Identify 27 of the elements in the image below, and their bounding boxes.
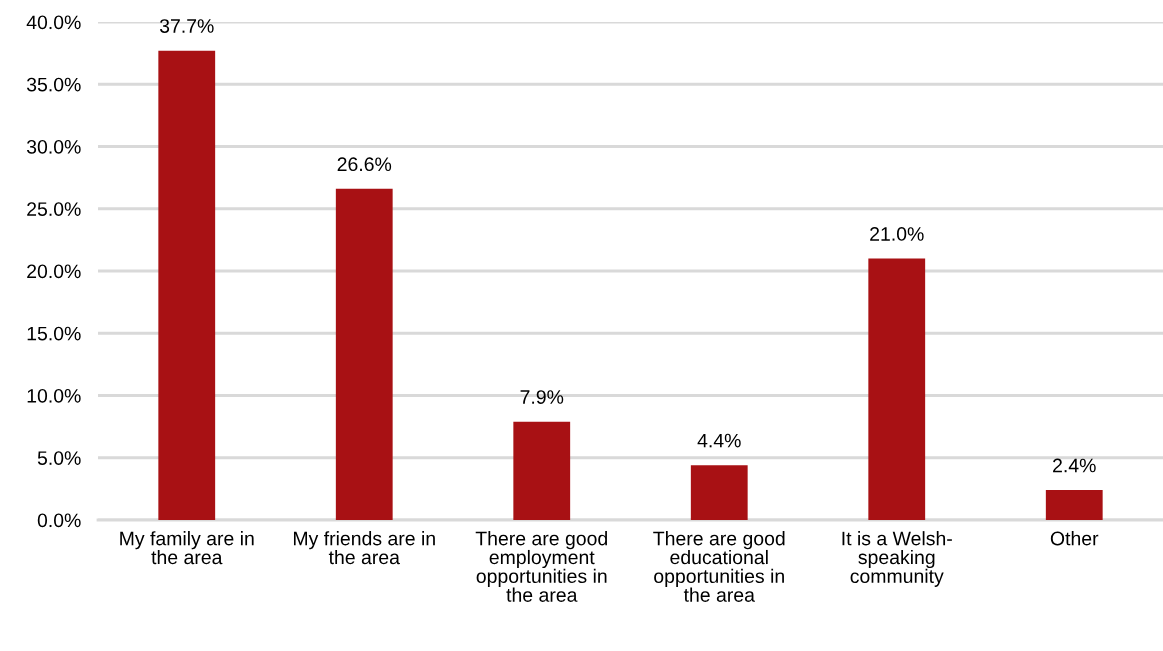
x-tick-label: There are good educational opportunities in the area [653, 531, 785, 602]
x-tick-label: It is a Welsh- speaking community [842, 531, 952, 587]
x-tick-label: There are good employment opportunities in the area [475, 531, 607, 602]
x-tick-label: Other [1050, 531, 1099, 546]
bar [335, 188, 393, 520]
y-tick-label: 20.0% [27, 264, 81, 279]
y-tick-label: 40.0% [26, 15, 81, 30]
x-tick-label: My friends are in the area [293, 531, 435, 565]
data-label: 21.0% [870, 227, 924, 241]
y-tick-label: 0.0% [37, 513, 81, 528]
bar [158, 50, 216, 520]
y-tick-label: 10.0% [27, 388, 81, 403]
bar [690, 465, 748, 520]
bar [1045, 490, 1103, 520]
data-label: 26.6% [337, 157, 392, 172]
bar [868, 258, 926, 520]
y-tick-label: 5.0% [37, 451, 81, 465]
data-label: 7.9% [520, 390, 564, 404]
data-label: 37.7% [159, 19, 214, 33]
y-tick-label: 30.0% [26, 139, 81, 154]
data-label: 2.4% [1053, 458, 1096, 473]
y-tick-label: 25.0% [27, 202, 81, 216]
x-tick-label: My family are in the area [120, 531, 254, 565]
y-tick-label: 15.0% [27, 326, 81, 341]
bar [513, 421, 571, 520]
y-tick-label: 35.0% [26, 77, 81, 92]
data-label: 4.4% [697, 433, 741, 448]
